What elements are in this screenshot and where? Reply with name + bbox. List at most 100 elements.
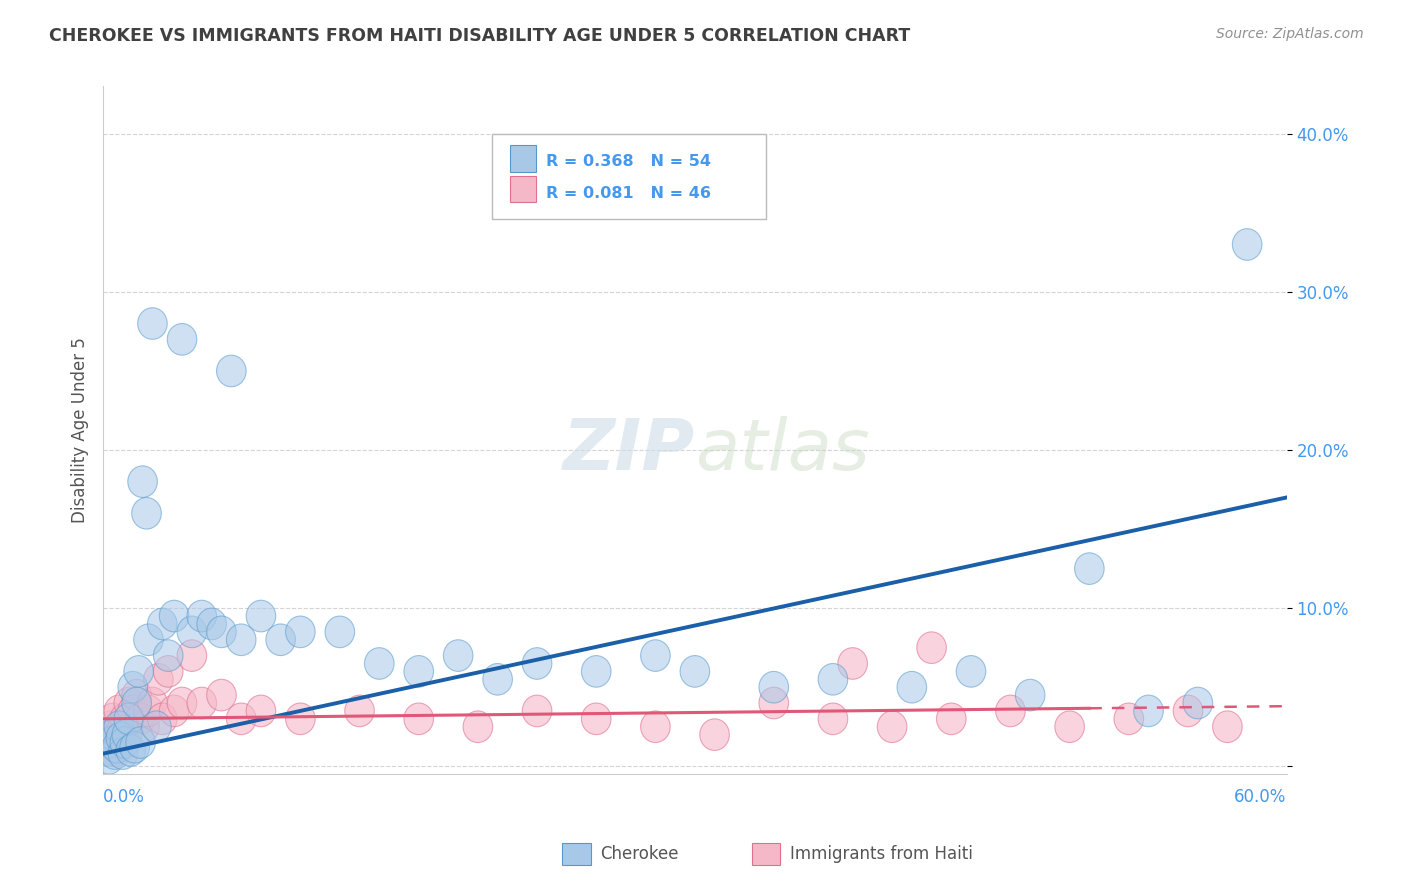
Ellipse shape: [404, 703, 433, 735]
Ellipse shape: [93, 735, 122, 766]
Ellipse shape: [94, 742, 124, 774]
Ellipse shape: [100, 735, 129, 766]
Ellipse shape: [153, 656, 183, 687]
Ellipse shape: [1054, 711, 1084, 742]
Ellipse shape: [818, 703, 848, 735]
Ellipse shape: [759, 687, 789, 719]
Ellipse shape: [522, 648, 553, 680]
Ellipse shape: [105, 715, 135, 747]
Ellipse shape: [103, 731, 132, 763]
Ellipse shape: [1074, 553, 1104, 584]
Ellipse shape: [128, 466, 157, 498]
Ellipse shape: [641, 640, 671, 672]
Ellipse shape: [138, 687, 167, 719]
Ellipse shape: [443, 640, 472, 672]
Ellipse shape: [159, 695, 188, 727]
Ellipse shape: [187, 600, 217, 632]
Text: 0.0%: 0.0%: [103, 788, 145, 805]
Ellipse shape: [112, 719, 142, 750]
Ellipse shape: [167, 324, 197, 355]
Ellipse shape: [98, 703, 128, 735]
Ellipse shape: [105, 722, 135, 754]
Ellipse shape: [143, 664, 173, 695]
Ellipse shape: [917, 632, 946, 664]
Ellipse shape: [246, 695, 276, 727]
Ellipse shape: [98, 719, 128, 750]
Ellipse shape: [142, 711, 172, 742]
Ellipse shape: [956, 656, 986, 687]
Ellipse shape: [364, 648, 394, 680]
Text: R = 0.081   N = 46: R = 0.081 N = 46: [546, 186, 710, 201]
Ellipse shape: [100, 738, 129, 770]
Ellipse shape: [159, 600, 188, 632]
Ellipse shape: [226, 624, 256, 656]
Ellipse shape: [108, 738, 138, 770]
Ellipse shape: [207, 680, 236, 711]
Text: Source: ZipAtlas.com: Source: ZipAtlas.com: [1216, 27, 1364, 41]
Ellipse shape: [582, 656, 612, 687]
Ellipse shape: [132, 498, 162, 529]
Ellipse shape: [103, 722, 132, 754]
Ellipse shape: [1114, 703, 1143, 735]
Ellipse shape: [404, 656, 433, 687]
Ellipse shape: [936, 703, 966, 735]
Ellipse shape: [153, 640, 183, 672]
Y-axis label: Disability Age Under 5: Disability Age Under 5: [72, 337, 89, 524]
Ellipse shape: [226, 703, 256, 735]
Ellipse shape: [118, 672, 148, 703]
Ellipse shape: [759, 672, 789, 703]
Ellipse shape: [108, 711, 138, 742]
Ellipse shape: [197, 608, 226, 640]
Ellipse shape: [118, 695, 148, 727]
Ellipse shape: [134, 695, 163, 727]
Ellipse shape: [93, 719, 122, 750]
Ellipse shape: [110, 727, 139, 758]
Ellipse shape: [138, 308, 167, 339]
Ellipse shape: [285, 703, 315, 735]
Ellipse shape: [246, 600, 276, 632]
Ellipse shape: [582, 703, 612, 735]
Ellipse shape: [1232, 228, 1263, 260]
Ellipse shape: [134, 624, 163, 656]
Ellipse shape: [838, 648, 868, 680]
Ellipse shape: [681, 656, 710, 687]
Ellipse shape: [1212, 711, 1243, 742]
Ellipse shape: [217, 355, 246, 387]
Ellipse shape: [177, 640, 207, 672]
Ellipse shape: [995, 695, 1025, 727]
Ellipse shape: [482, 664, 512, 695]
Ellipse shape: [122, 680, 152, 711]
Ellipse shape: [114, 687, 143, 719]
Ellipse shape: [177, 616, 207, 648]
Ellipse shape: [187, 687, 217, 719]
Ellipse shape: [897, 672, 927, 703]
Ellipse shape: [148, 703, 177, 735]
Ellipse shape: [104, 695, 134, 727]
Ellipse shape: [285, 616, 315, 648]
Ellipse shape: [700, 719, 730, 750]
Ellipse shape: [125, 703, 156, 735]
Text: Immigrants from Haiti: Immigrants from Haiti: [790, 845, 973, 863]
Text: ZIP: ZIP: [562, 417, 695, 485]
Text: Cherokee: Cherokee: [600, 845, 679, 863]
Ellipse shape: [463, 711, 492, 742]
Ellipse shape: [522, 695, 553, 727]
Text: R = 0.368   N = 54: R = 0.368 N = 54: [546, 154, 710, 169]
Ellipse shape: [1182, 687, 1212, 719]
Ellipse shape: [1173, 695, 1202, 727]
Ellipse shape: [125, 727, 156, 758]
Ellipse shape: [167, 687, 197, 719]
Ellipse shape: [96, 711, 125, 742]
Ellipse shape: [344, 695, 374, 727]
Ellipse shape: [96, 727, 125, 758]
Ellipse shape: [122, 687, 152, 719]
Ellipse shape: [124, 656, 153, 687]
Ellipse shape: [104, 711, 134, 742]
Ellipse shape: [877, 711, 907, 742]
Ellipse shape: [110, 703, 139, 735]
Ellipse shape: [148, 608, 177, 640]
Ellipse shape: [818, 664, 848, 695]
Text: CHEROKEE VS IMMIGRANTS FROM HAITI DISABILITY AGE UNDER 5 CORRELATION CHART: CHEROKEE VS IMMIGRANTS FROM HAITI DISABI…: [49, 27, 911, 45]
Ellipse shape: [266, 624, 295, 656]
Ellipse shape: [1133, 695, 1163, 727]
